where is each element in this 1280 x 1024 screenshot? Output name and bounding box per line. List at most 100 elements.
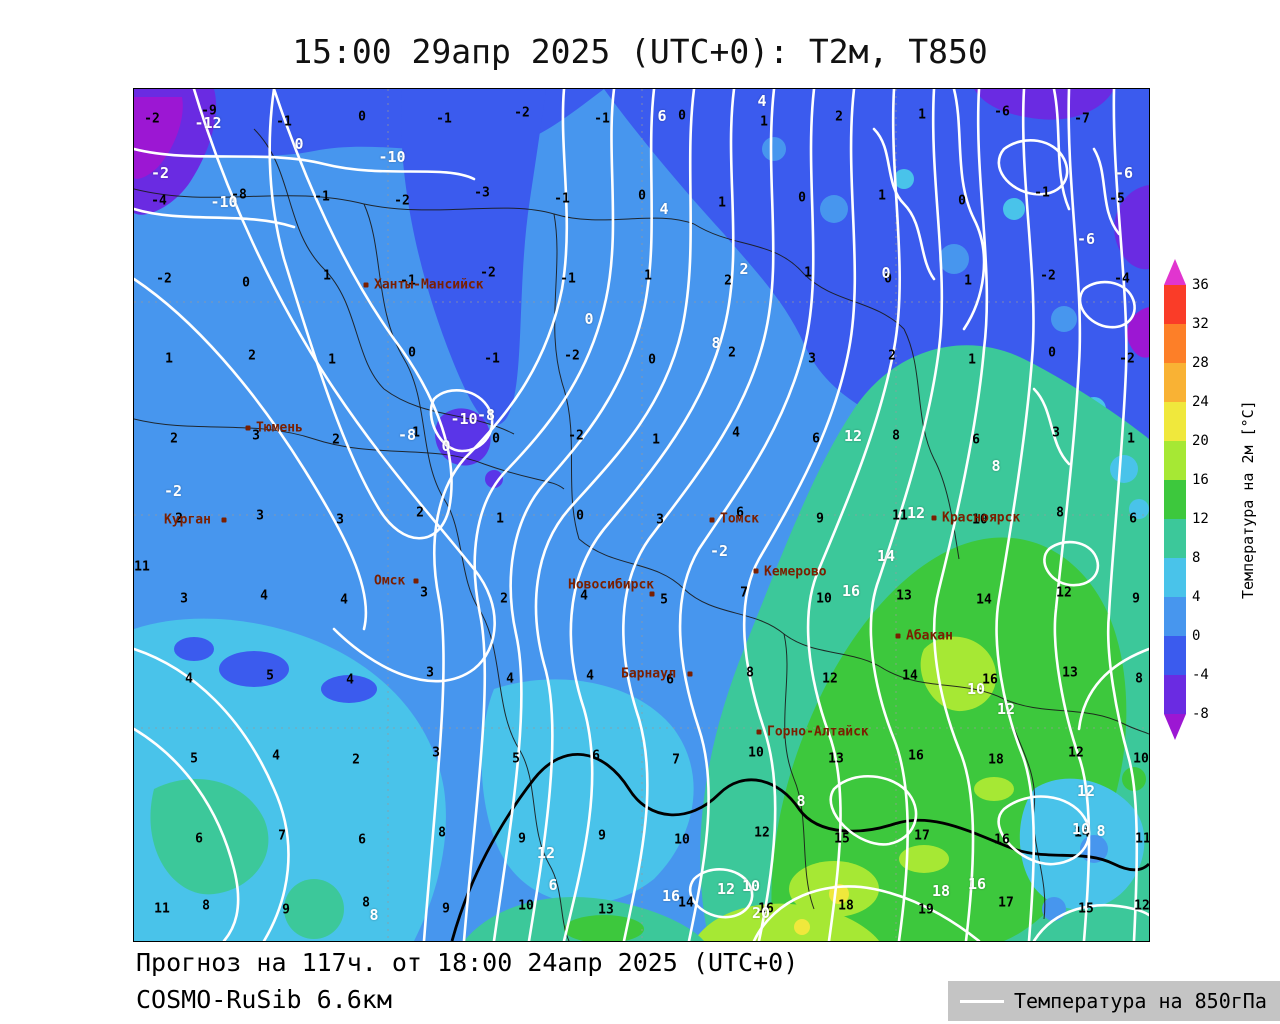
station-value: 10 — [972, 512, 988, 528]
station-value: 14 — [976, 592, 992, 608]
station-value: 2 — [500, 591, 508, 607]
city-label: Кемерово — [764, 564, 827, 580]
station-value: 13 — [1062, 665, 1078, 681]
station-value: -1 — [314, 189, 330, 205]
colorbar-arrow-up — [1164, 259, 1186, 285]
forecast-info-line: Прогноз на 117ч. от 18:00 24апр 2025 (UT… — [136, 948, 799, 977]
station-value: -8 — [231, 187, 247, 203]
station-value: 2 — [835, 109, 843, 125]
station-value: 1 — [964, 273, 972, 289]
station-value: 16 — [994, 832, 1010, 848]
station-value: 3 — [426, 665, 434, 681]
station-value: -1 — [400, 273, 416, 289]
colorbar-tick: -4 — [1192, 667, 1209, 683]
colorbar-segment — [1164, 480, 1186, 519]
station-value: 8 — [362, 895, 370, 911]
contour-label: 8 — [1096, 822, 1106, 840]
station-value: 1 — [165, 351, 173, 367]
station-value: 3 — [252, 428, 260, 444]
contour-label: 6 — [657, 107, 667, 125]
city-dot — [753, 568, 759, 574]
station-value: 4 — [580, 588, 588, 604]
contour-label: 12 — [843, 427, 863, 445]
station-value: 3 — [420, 585, 428, 601]
station-value: 0 — [358, 109, 366, 125]
station-value: 10 — [1133, 751, 1149, 767]
station-value: 2 — [332, 432, 340, 448]
contour-label: -2 — [163, 482, 183, 500]
station-value: 4 — [260, 588, 268, 604]
city-dot — [221, 517, 227, 523]
station-value: 0 — [798, 190, 806, 206]
station-value: 0 — [884, 271, 892, 287]
station-value: 1 — [644, 268, 652, 284]
station-value: 0 — [648, 352, 656, 368]
city-dot — [687, 671, 693, 677]
contour-label: 8 — [991, 457, 1001, 475]
contour-label: -6 — [1114, 164, 1134, 182]
station-value: -1 — [484, 351, 500, 367]
station-value: 5 — [512, 751, 520, 767]
station-value: 1 — [412, 425, 420, 441]
station-value: 2 — [248, 348, 256, 364]
station-value: 4 — [346, 672, 354, 688]
station-value: -1 — [594, 111, 610, 127]
contour-legend-label: Температура на 850гПа — [1014, 989, 1267, 1013]
station-value: -2 — [568, 428, 584, 444]
station-value: -5 — [1109, 191, 1125, 207]
contour-label: -8 — [397, 426, 417, 444]
page-title: 15:00 29апр 2025 (UTC+0): Т2м, Т850 — [292, 32, 988, 71]
city-label: Омск — [374, 573, 406, 589]
station-value: 2 — [352, 752, 360, 768]
station-value: 0 — [576, 508, 584, 524]
contour-label: 4 — [757, 92, 767, 110]
station-value: 12 — [754, 825, 770, 841]
station-value: 4 — [340, 592, 348, 608]
contour-label: 12 — [716, 880, 736, 898]
colorbar-tick: 0 — [1192, 628, 1201, 644]
station-value: 16 — [982, 672, 998, 688]
contour-label: 6 — [548, 876, 558, 894]
city-dot — [895, 633, 901, 639]
station-value: 1 — [878, 188, 886, 204]
contour-label: 0 — [584, 310, 594, 328]
station-value: 1 — [652, 432, 660, 448]
contour-label: 2 — [739, 260, 749, 278]
map-overlay: -2 -9 -1 0 -1 -2 -1 0 1 2 1 -6 -7 -4 -8 -1 -2 -3 -1 0 1 0 1 0 -1… — [134, 89, 1149, 941]
contour-label: 10 — [966, 680, 986, 698]
station-value: 0 — [242, 275, 250, 291]
colorbar-tick: 8 — [1192, 550, 1201, 566]
station-value: -2 — [564, 348, 580, 364]
colorbar-segment — [1164, 558, 1186, 597]
colorbar-segment — [1164, 285, 1186, 324]
station-value: -1 — [554, 191, 570, 207]
contour-label: -10 — [210, 193, 238, 211]
city-label: Новосибирск — [568, 577, 655, 593]
station-value: 6 — [736, 505, 744, 521]
city-label: Красноярск — [942, 510, 1021, 526]
station-value: 9 — [1132, 591, 1140, 607]
station-value: 10 — [748, 745, 764, 761]
station-value: -1 — [1034, 185, 1050, 201]
station-value: 2 — [888, 348, 896, 364]
colorbar-segment — [1164, 675, 1186, 714]
station-value: 12 — [1134, 898, 1150, 914]
station-value: 6 — [972, 432, 980, 448]
city-dot — [363, 282, 369, 288]
contour-label: -12 — [194, 114, 222, 132]
city-label: Горно-Алтайск — [767, 724, 869, 740]
station-value: 17 — [998, 895, 1014, 911]
station-value: -9 — [201, 103, 217, 119]
station-value: 12 — [822, 671, 838, 687]
station-value: 8 — [892, 428, 900, 444]
colorbar-axis-label: Температура на 2м [°C] — [1239, 400, 1257, 599]
station-value: 6 — [1129, 511, 1137, 527]
station-value: 1 — [496, 511, 504, 527]
contour-label: -6 — [1076, 230, 1096, 248]
contour-label: 16 — [841, 582, 861, 600]
city-dot — [756, 729, 762, 735]
contour-label: 18 — [931, 882, 951, 900]
city-dot — [709, 517, 715, 523]
station-value: 9 — [816, 511, 824, 527]
station-value: 8 — [1135, 671, 1143, 687]
